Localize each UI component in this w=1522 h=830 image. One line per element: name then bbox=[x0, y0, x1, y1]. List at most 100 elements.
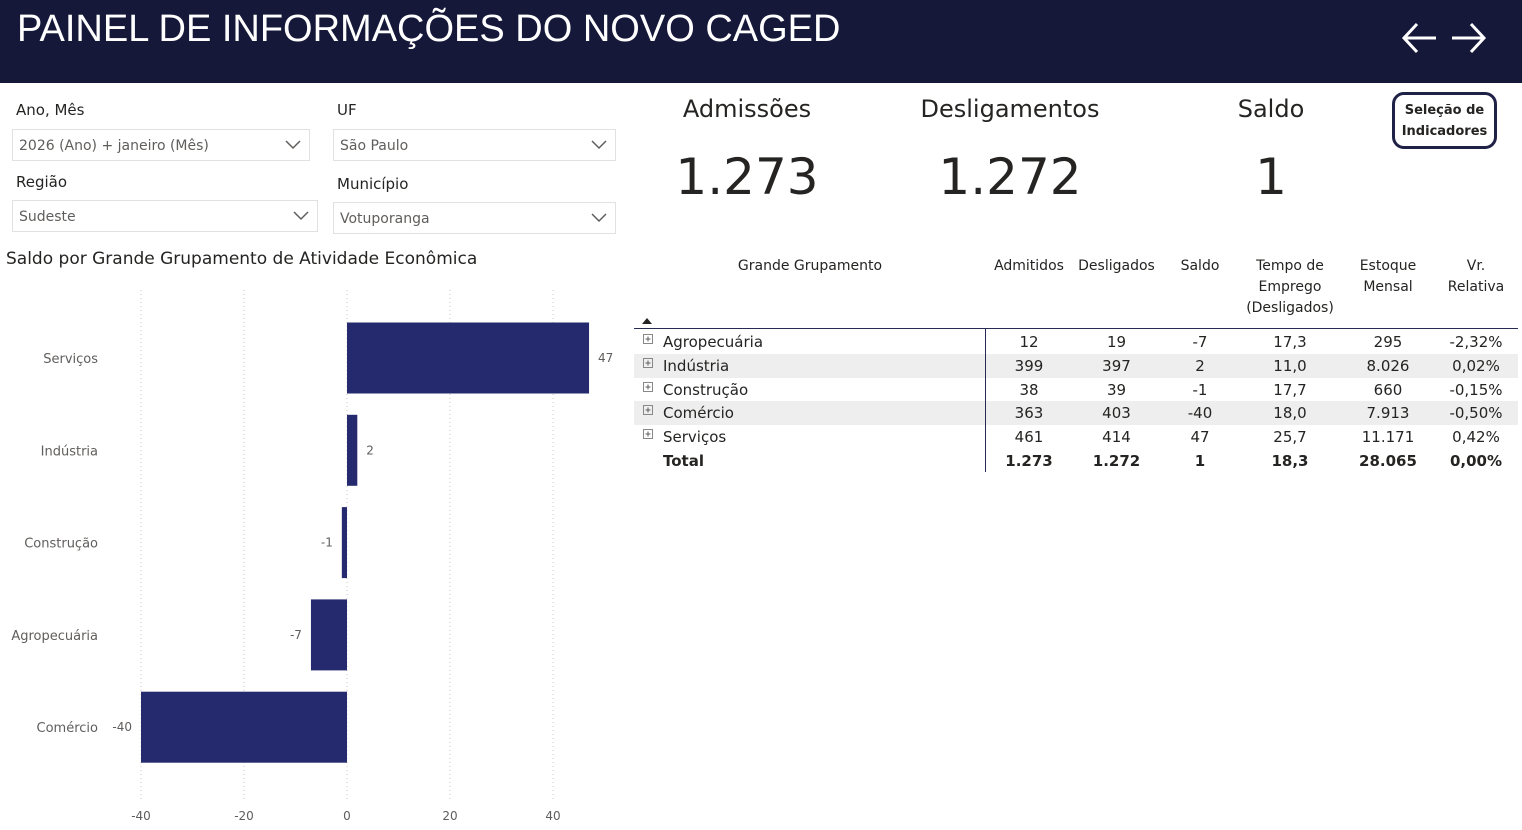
cell-tempo: 11,0 bbox=[1273, 357, 1307, 375]
chart-title: Saldo por Grande Grupamento de Atividade… bbox=[6, 249, 478, 269]
filter-ano-mes-dropdown[interactable]: 2026 (Ano) + janeiro (Mês) bbox=[12, 129, 310, 161]
kpi-saldo-value: 1 bbox=[1255, 148, 1287, 206]
table-row[interactable]: Indústria 399 397 2 11,0 8.026 0,02% bbox=[634, 354, 1518, 378]
cell-grupo: Serviços bbox=[663, 428, 727, 446]
category-label: Comércio bbox=[37, 721, 99, 736]
cell-vr: -2,32% bbox=[1449, 333, 1503, 351]
chevron-down-icon bbox=[285, 140, 301, 150]
cell-estoque: 8.026 bbox=[1366, 357, 1410, 375]
expand-plus-icon[interactable] bbox=[643, 382, 653, 392]
col-header-grupo[interactable]: Grande Grupamento bbox=[737, 258, 883, 274]
cell-tempo: 17,7 bbox=[1273, 381, 1307, 399]
cell-desligados: 403 bbox=[1102, 404, 1131, 422]
col-header-tempo-l2: Emprego bbox=[1258, 279, 1322, 295]
cell-tempo: 18,0 bbox=[1273, 404, 1307, 422]
expand-plus-icon[interactable] bbox=[643, 334, 653, 344]
table-header-divider bbox=[634, 328, 1518, 329]
cell-grupo: Construção bbox=[663, 381, 749, 399]
filter-uf-dropdown[interactable]: São Paulo bbox=[333, 129, 616, 161]
bar[interactable] bbox=[310, 599, 347, 671]
expand-plus-icon[interactable] bbox=[643, 358, 653, 368]
cell-total-vr: 0,00% bbox=[1449, 452, 1503, 470]
cell-saldo: -1 bbox=[1192, 381, 1208, 399]
col-header-desligados[interactable]: Desligados bbox=[1078, 258, 1155, 274]
cell-total-admitidos: 1.273 bbox=[1005, 452, 1053, 470]
cell-vr: 0,02% bbox=[1452, 357, 1500, 375]
filter-ano-mes-value: 2026 (Ano) + janeiro (Mês) bbox=[19, 138, 209, 154]
col-header-estoque[interactable]: Estoque Mensal bbox=[1350, 256, 1426, 298]
col-header-vr-l1: Vr. bbox=[1466, 258, 1486, 274]
page-title: PAINEL DE INFORMAÇÕES DO NOVO CAGED bbox=[17, 8, 841, 50]
arrow-left-icon[interactable] bbox=[1400, 18, 1440, 58]
sort-ascending-icon[interactable] bbox=[642, 318, 652, 324]
expand-plus-icon[interactable] bbox=[643, 405, 653, 415]
cell-desligados: 39 bbox=[1106, 381, 1127, 399]
selecao-indicadores-line1: Seleção de bbox=[1404, 102, 1485, 118]
cell-desligados: 19 bbox=[1106, 333, 1127, 351]
cell-saldo: 47 bbox=[1190, 428, 1210, 446]
cell-admitidos: 461 bbox=[1014, 428, 1044, 446]
col-header-vr[interactable]: Vr. Relativa bbox=[1438, 256, 1514, 298]
cell-total-label: Total bbox=[663, 452, 704, 470]
cell-admitidos: 363 bbox=[1014, 404, 1044, 422]
header-bar: PAINEL DE INFORMAÇÕES DO NOVO CAGED bbox=[0, 0, 1522, 83]
cell-saldo: -40 bbox=[1187, 404, 1213, 422]
chevron-down-icon bbox=[293, 211, 309, 221]
kpi-desligamentos-value: 1.272 bbox=[938, 148, 1082, 206]
filter-municipio-label: Município bbox=[337, 175, 409, 193]
kpi-admissoes-label: Admissões bbox=[682, 95, 812, 123]
filter-regiao-value: Sudeste bbox=[19, 209, 76, 225]
category-label: Indústria bbox=[41, 444, 98, 459]
cell-admitidos: 399 bbox=[1014, 357, 1044, 375]
data-label: 2 bbox=[366, 443, 374, 457]
kpi-admissoes-value: 1.273 bbox=[675, 148, 819, 206]
col-header-tempo[interactable]: Tempo de Emprego (Desligados) bbox=[1235, 256, 1345, 319]
cell-total-saldo: 1 bbox=[1194, 452, 1206, 470]
selecao-indicadores-button[interactable]: Seleção de Indicadores bbox=[1392, 92, 1497, 149]
chevron-down-icon bbox=[591, 213, 607, 223]
cell-estoque: 11.171 bbox=[1361, 428, 1415, 446]
category-label: Agropecuária bbox=[11, 629, 98, 644]
chevron-down-icon bbox=[591, 140, 607, 150]
table-row[interactable]: Construção 38 39 -1 17,7 660 -0,15% bbox=[634, 378, 1518, 402]
table-column-divider bbox=[985, 328, 986, 472]
x-tick-label: 0 bbox=[343, 809, 351, 823]
cell-vr: -0,15% bbox=[1449, 381, 1503, 399]
x-tick-label: 20 bbox=[442, 809, 457, 823]
filter-regiao-label: Região bbox=[16, 173, 68, 191]
col-header-saldo[interactable]: Saldo bbox=[1180, 258, 1220, 274]
data-label: -1 bbox=[321, 536, 333, 550]
cell-estoque: 7.913 bbox=[1366, 404, 1410, 422]
x-tick-label: 40 bbox=[545, 809, 560, 823]
filter-uf-label: UF bbox=[337, 101, 357, 119]
filter-ano-mes-label: Ano, Mês bbox=[16, 101, 85, 119]
arrow-right-icon[interactable] bbox=[1448, 18, 1488, 58]
table-row[interactable]: Comércio 363 403 -40 18,0 7.913 -0,50% bbox=[634, 401, 1518, 425]
bar[interactable] bbox=[347, 322, 590, 394]
cell-saldo: 2 bbox=[1195, 357, 1205, 375]
expand-plus-icon[interactable] bbox=[643, 429, 653, 439]
cell-estoque: 660 bbox=[1373, 381, 1403, 399]
col-header-estoque-l2: Mensal bbox=[1363, 279, 1413, 295]
data-label: -7 bbox=[290, 628, 302, 642]
filter-municipio-dropdown[interactable]: Votuporanga bbox=[333, 202, 616, 234]
x-tick-label: -20 bbox=[234, 809, 254, 823]
cell-grupo: Comércio bbox=[663, 404, 734, 422]
table-row[interactable]: Agropecuária 12 19 -7 17,3 295 -2,32% bbox=[634, 330, 1518, 354]
cell-vr: -0,50% bbox=[1449, 404, 1503, 422]
filter-regiao-dropdown[interactable]: Sudeste bbox=[12, 200, 318, 232]
data-label: -40 bbox=[112, 720, 132, 734]
col-header-vr-l2: Relativa bbox=[1447, 279, 1505, 295]
bar[interactable] bbox=[347, 414, 358, 486]
col-header-tempo-l1: Tempo de bbox=[1256, 258, 1324, 274]
table-row[interactable]: Serviços 461 414 47 25,7 11.171 0,42% bbox=[634, 425, 1518, 449]
cell-grupo: Indústria bbox=[663, 357, 730, 375]
cell-admitidos: 38 bbox=[1019, 381, 1039, 399]
kpi-saldo-label: Saldo bbox=[1237, 95, 1305, 123]
data-label: 47 bbox=[598, 351, 613, 365]
cell-tempo: 17,3 bbox=[1273, 333, 1307, 351]
bar[interactable] bbox=[141, 691, 347, 763]
cell-admitidos: 12 bbox=[1019, 333, 1039, 351]
bar[interactable] bbox=[341, 507, 347, 579]
col-header-admitidos[interactable]: Admitidos bbox=[994, 258, 1064, 274]
